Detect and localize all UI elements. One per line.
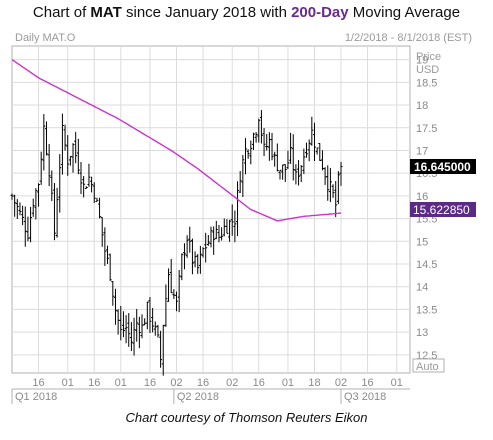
price-bars xyxy=(10,110,343,376)
chart-title-ticker: MAT xyxy=(90,4,122,21)
quarter-label: Q1 2018 xyxy=(15,391,57,403)
axis-title-usd: USD xyxy=(416,64,439,76)
auto-scale-label: Auto xyxy=(416,361,439,373)
chart-title-middle: since January 2018 with xyxy=(121,4,292,21)
y-tick-label: 18.5 xyxy=(416,77,437,89)
quarter-band: Q1 2018 Q2 2018 Q3 2018 xyxy=(11,388,410,404)
ma-value-label: 15.622850 xyxy=(413,203,470,217)
x-tick-label: 01 xyxy=(62,377,74,389)
chart-title-prefix: Chart of xyxy=(32,4,91,21)
plot-area xyxy=(11,45,411,374)
y-tick-label: 13 xyxy=(416,327,428,339)
chart-title: Chart of MAT since January 2018 with 200… xyxy=(0,4,493,21)
last-price-label: 16.645000 xyxy=(414,160,471,174)
auto-scale-button[interactable] xyxy=(412,358,445,373)
header-left-label: Daily MAT.O xyxy=(15,32,76,44)
moving-average-line xyxy=(11,59,342,222)
x-tick-label: 16 xyxy=(88,377,100,389)
x-tick-label: 16 xyxy=(197,377,209,389)
quarter-label: Q2 2018 xyxy=(177,391,219,403)
y-tick-label: 17.5 xyxy=(416,123,437,135)
y-tick-label: 14.5 xyxy=(416,259,437,271)
axis-title-price: Price xyxy=(416,51,441,63)
y-tick-label: 13.5 xyxy=(416,304,437,316)
chart-title-ma-label: 200-Day xyxy=(291,4,349,21)
y-tick-label: 18 xyxy=(416,100,428,112)
x-tick-label: 01 xyxy=(391,377,403,389)
x-tick-label: 16 xyxy=(361,377,373,389)
chart-title-suffix: Moving Average xyxy=(348,4,461,21)
header-right-label: 1/2/2018 - 8/1/2018 (EST) xyxy=(345,32,472,44)
x-axis: 16 01 16 01 16 02 16 02 16 01 18 02 16 01 xyxy=(32,377,402,389)
x-tick-label: 16 xyxy=(253,377,265,389)
y-tick-label: 16 xyxy=(416,191,428,203)
x-tick-label: 18 xyxy=(308,377,320,389)
y-tick-label: 17 xyxy=(416,145,428,157)
x-tick-label: 02 xyxy=(335,377,347,389)
y-tick-label: 15 xyxy=(416,236,428,248)
x-tick-label: 01 xyxy=(115,377,127,389)
quarter-label: Q3 2018 xyxy=(344,391,386,403)
x-tick-label: 16 xyxy=(32,377,44,389)
chart-credit: Chart courtesy of Thomson Reuters Eikon xyxy=(125,410,368,425)
x-tick-label: 02 xyxy=(170,377,182,389)
ma-value-box xyxy=(410,202,476,217)
x-tick-label: 02 xyxy=(226,377,238,389)
y-tick-label: 14 xyxy=(416,282,428,294)
last-price-box xyxy=(410,159,476,174)
x-tick-label: 16 xyxy=(144,377,156,389)
x-tick-label: 01 xyxy=(282,377,294,389)
y-tick-label: 19 xyxy=(416,55,428,67)
